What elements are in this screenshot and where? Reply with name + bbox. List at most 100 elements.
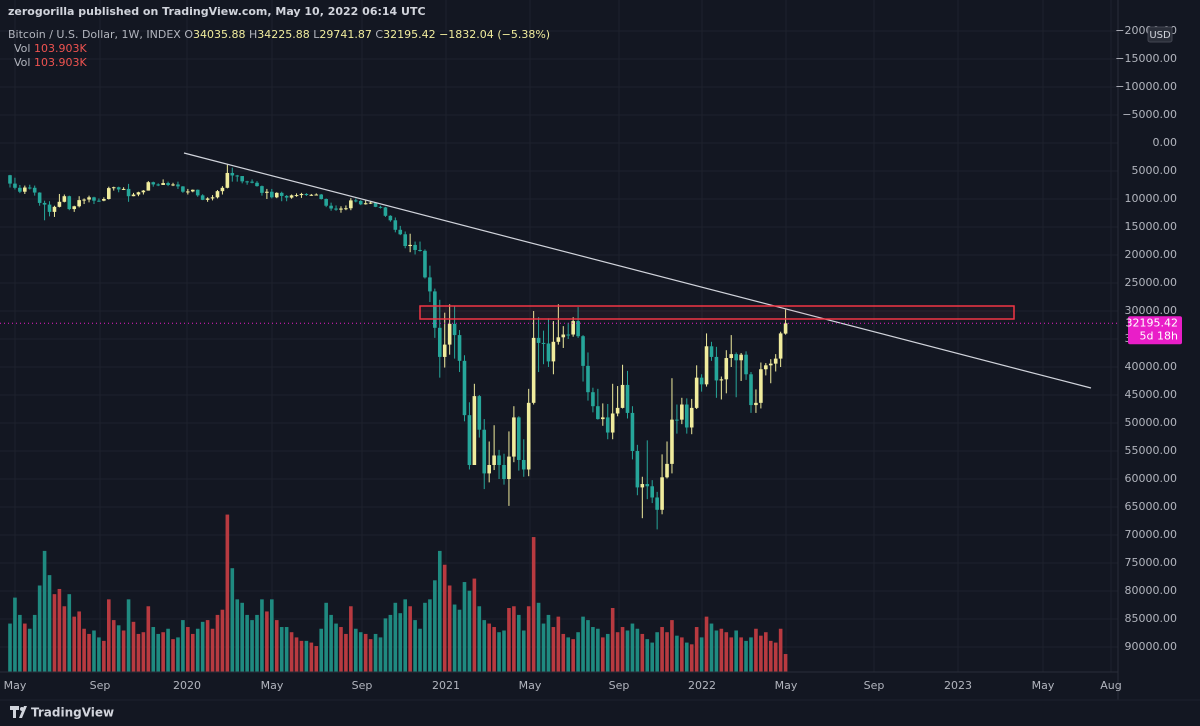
candle-body — [181, 186, 185, 192]
candle-body — [77, 200, 81, 207]
candle-body — [521, 459, 526, 470]
volume-bar — [467, 590, 472, 672]
candle-body — [645, 484, 650, 487]
x-tick-label: Sep — [352, 679, 373, 692]
candle-body — [358, 200, 363, 205]
volume-bar — [309, 642, 314, 672]
volume-bar — [62, 606, 67, 672]
volume-bar — [126, 599, 131, 672]
volume-bar — [72, 616, 77, 672]
candle-body — [314, 194, 319, 196]
volume-bar — [517, 614, 521, 672]
candle-body — [166, 183, 170, 185]
candle-body — [497, 455, 501, 465]
candle-body — [57, 201, 62, 207]
x-tick-label: May — [519, 679, 542, 692]
volume-bar — [783, 654, 788, 672]
volume-bar — [413, 620, 417, 672]
candle-body — [284, 195, 289, 198]
volume-bar — [255, 614, 259, 672]
volume-bar — [442, 564, 447, 672]
candle-body — [482, 429, 487, 474]
candle-body — [640, 484, 645, 488]
candle-body — [689, 407, 694, 428]
candle-body — [620, 384, 625, 408]
candle-body — [650, 486, 654, 498]
volume-bar — [502, 630, 506, 672]
volume-bar — [220, 609, 225, 672]
volume-bar — [274, 620, 279, 672]
candle-body — [408, 244, 412, 247]
volume-bar — [694, 627, 699, 672]
candle-body — [8, 175, 12, 184]
volume-bar — [566, 637, 571, 672]
candle-body — [319, 194, 324, 199]
volume-bar — [339, 627, 343, 672]
candle-body — [47, 204, 52, 212]
volume-bar — [586, 620, 590, 672]
volume-bar — [13, 597, 17, 672]
candle-body — [625, 384, 630, 413]
candle-body — [141, 190, 146, 193]
volume-bar — [161, 632, 165, 672]
volume-bar — [37, 585, 42, 672]
volume-bar — [497, 632, 501, 672]
volume-bar — [171, 639, 175, 672]
x-tick-label: May — [261, 679, 284, 692]
volume-bar — [487, 623, 491, 672]
candle-body — [235, 175, 240, 177]
footer-logo — [10, 706, 27, 718]
candle-body — [388, 215, 393, 221]
resistance-zone — [419, 305, 1015, 320]
volume-bar — [378, 637, 383, 672]
candle-body — [684, 404, 689, 428]
volume-bar — [754, 628, 758, 672]
volume-bar — [176, 637, 180, 672]
axes: −20000.00−15000.00−10000.00−5000.000.005… — [4, 24, 1182, 692]
volume-bar — [492, 627, 496, 672]
volume-bar — [526, 606, 531, 672]
volume-bar — [714, 630, 719, 672]
candle-body — [255, 182, 259, 187]
volume-bar — [437, 550, 442, 672]
volume-bar — [630, 623, 635, 672]
volume-bar — [230, 568, 235, 672]
candle-body — [561, 334, 566, 338]
volume-bar — [57, 588, 62, 672]
volume-bar — [472, 578, 477, 672]
volume-bar — [52, 594, 57, 672]
candle-body — [121, 188, 126, 190]
volume-bar — [358, 632, 363, 672]
candle-body — [541, 342, 546, 344]
candle-body — [131, 194, 136, 197]
volume-bar — [773, 642, 778, 672]
volume-bar — [87, 633, 91, 672]
currency-label[interactable]: USD — [1149, 30, 1171, 41]
volume-bar — [581, 616, 585, 672]
volume-bar — [111, 620, 116, 672]
y-tick-label: 10000.00 — [1125, 192, 1178, 205]
candle-body — [704, 346, 709, 385]
volume-bar — [433, 580, 437, 672]
volume-bar — [403, 599, 407, 672]
volume-bar — [116, 625, 121, 672]
candle-body — [32, 187, 37, 193]
candle-body — [200, 195, 205, 200]
volume-bar — [363, 633, 368, 672]
volume-bar — [561, 633, 566, 672]
volume-bar — [768, 640, 773, 672]
candle-body — [418, 249, 422, 251]
currency-button[interactable] — [1147, 26, 1173, 43]
volume-bar — [166, 628, 170, 672]
l-label: L — [313, 28, 320, 41]
candle-body — [334, 208, 338, 210]
volume-bar — [591, 627, 595, 672]
candle-body — [294, 195, 299, 197]
volume-bar — [136, 633, 141, 672]
grid — [0, 0, 1118, 672]
volume-bar — [349, 606, 353, 672]
volume-bar — [709, 623, 714, 672]
candle-body — [205, 198, 210, 200]
candle-body — [699, 377, 704, 385]
candle-body — [744, 354, 748, 375]
